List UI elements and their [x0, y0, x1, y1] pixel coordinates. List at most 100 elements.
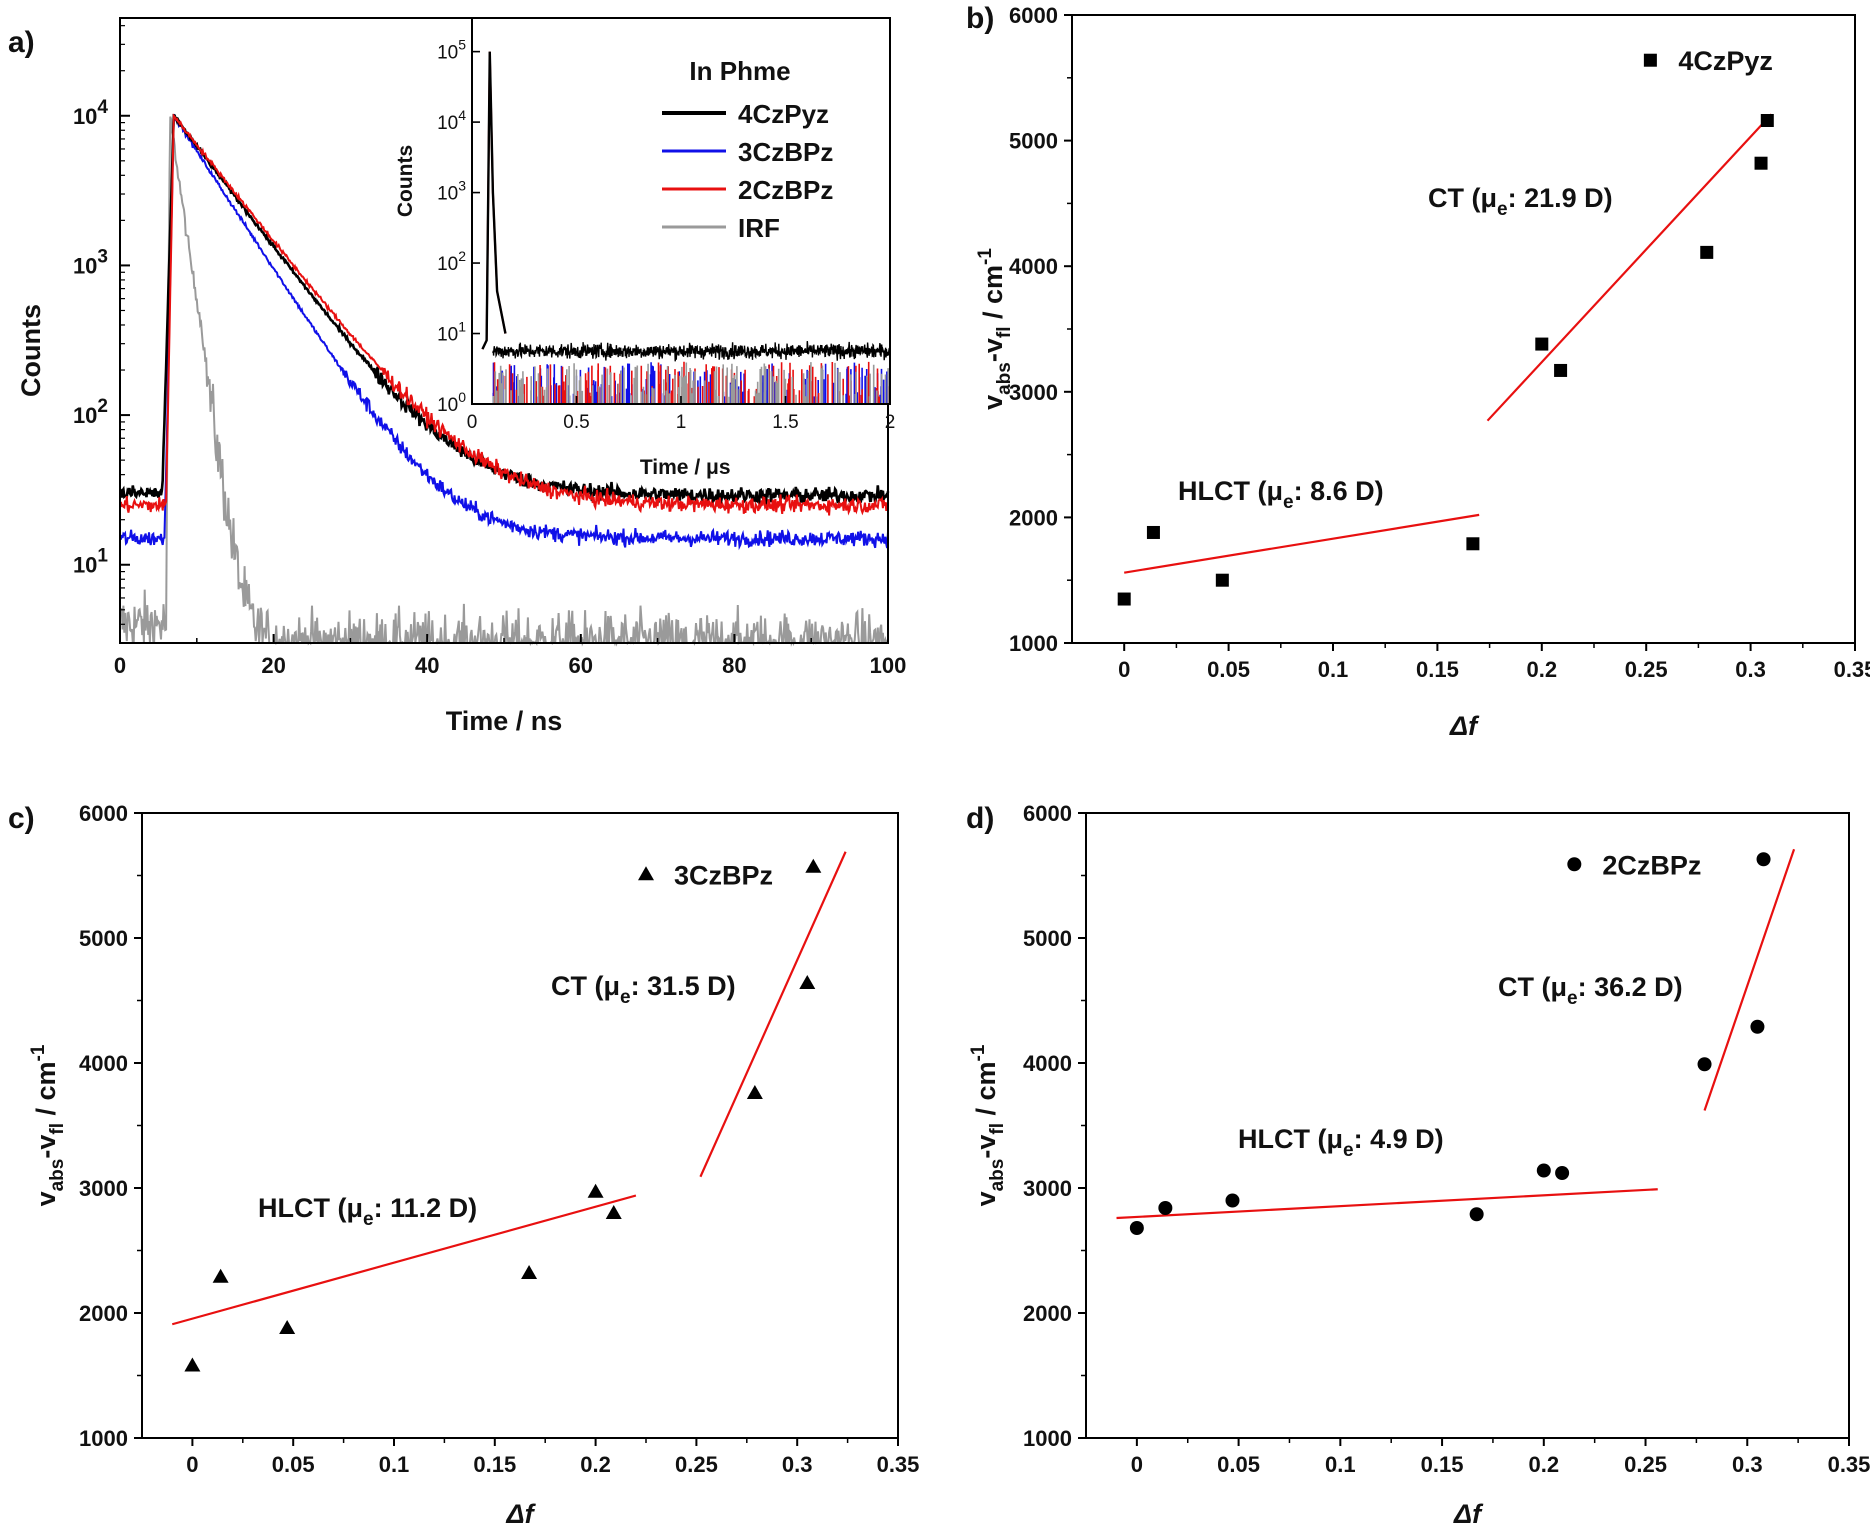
panel-label: d): [966, 802, 994, 835]
y-tick-label: 2000: [79, 1301, 128, 1326]
annotation-label: CT: [1428, 183, 1464, 213]
annotation-hlct: HLCT (μe: 11.2 D): [258, 1193, 477, 1230]
x-tick-label: 0.3: [782, 1452, 813, 1477]
plot-frame: [141, 812, 899, 1439]
annotation-value: 8.6 D: [1310, 476, 1375, 506]
annotation-mu-symbol: (μ: [1464, 183, 1497, 213]
annotation-value: 31.5 D: [647, 971, 727, 1001]
x-tick-label: 0.05: [1217, 1452, 1260, 1477]
y-label-sub-abs: abs: [47, 1159, 68, 1192]
inset-x-tick-label: 0: [467, 412, 478, 433]
y-label-sub-abs: abs: [994, 362, 1015, 395]
x-axis-label: Δf: [1453, 1499, 1484, 1529]
inset-y-tick-base: 10: [437, 184, 458, 205]
series-line-3CzBPz: [119, 113, 889, 551]
annotation-ct: CT (μe: 21.9 D): [1428, 183, 1613, 220]
annotation-value: 11.2 D: [390, 1193, 468, 1223]
annotation-value: 21.9 D: [1524, 183, 1604, 213]
data-point: [587, 1183, 604, 1198]
x-tick-label: 0.05: [272, 1452, 315, 1477]
y-label-mid: -v: [978, 338, 1008, 362]
x-tick-label: 100: [870, 653, 907, 678]
data-point: [1700, 245, 1714, 259]
y-tick-exp: 4: [97, 97, 108, 118]
inset-y-tick-label: 102: [437, 248, 466, 275]
y-tick-label: 3000: [1009, 380, 1058, 405]
plot-frame: [1085, 812, 1850, 1439]
inset-y-tick-base: 10: [437, 43, 458, 64]
series-line-2CzBPz: [119, 113, 889, 516]
x-tick-label: 80: [722, 653, 746, 678]
annotation-value: 36.2 D: [1594, 972, 1674, 1002]
y-label-mid: -v: [971, 1135, 1001, 1159]
y-label-unit: / cm: [31, 1061, 61, 1123]
x-axis-label: Δf: [1449, 711, 1480, 741]
inset-x-tick-label: 1: [676, 412, 687, 433]
data-point: [1754, 156, 1768, 170]
data-point: [1215, 573, 1229, 587]
inset-y-tick-exp: 0: [458, 389, 466, 405]
y-axis-label: vabs-vfl / cm-1: [975, 248, 1015, 410]
annotation-mu-sub: e: [620, 987, 631, 1008]
y-label-sub-fl: fl: [987, 1123, 1008, 1135]
inset-y-tick-base: 10: [437, 254, 458, 275]
inset-y-tick-exp: 4: [458, 107, 466, 123]
y-label-sub-fl: fl: [994, 327, 1015, 339]
legend-label-3CzBPz: 3CzBPz: [738, 137, 833, 167]
legend-marker: [1643, 53, 1657, 67]
legend-label: 2CzBPz: [1602, 850, 1701, 880]
y-label-sup: -1: [968, 1044, 989, 1061]
inset-series-4CzPyz: [492, 341, 891, 362]
annotation-mu-symbol: (μ: [330, 1193, 363, 1223]
panel-c: c) 0 0.05 0.1 0.15 0.2 0.25 0.3 0.35 1000 2000 3000…: [8, 801, 919, 1529]
annotation-mu-sub: e: [1283, 492, 1294, 513]
x-tick-label: 0.1: [1318, 657, 1349, 682]
panel-label: b): [966, 2, 994, 35]
legend-label: 3CzBPz: [674, 860, 773, 890]
data-point: [1117, 592, 1131, 606]
inset-y-tick-label: 105: [437, 37, 466, 64]
plot-frame: [1071, 14, 1856, 644]
annotation-close: ): [1604, 183, 1613, 213]
x-tick-label: 0: [1118, 657, 1130, 682]
x-tick-label: 20: [261, 653, 285, 678]
annotation-hlct: HLCT (μe: 8.6 D): [1178, 476, 1384, 513]
y-axis-label: Counts: [16, 304, 46, 397]
x-tick-label: 0.1: [1325, 1452, 1356, 1477]
annotation-mu-sub: e: [1567, 988, 1578, 1009]
inset-x-tick-label: 2: [885, 412, 896, 433]
y-tick-base: 10: [73, 553, 97, 578]
x-tick-label: 0.25: [1624, 1452, 1667, 1477]
data-point: [521, 1265, 538, 1279]
x-tick-label: 0: [114, 653, 126, 678]
legend-title: In Phme: [689, 56, 790, 86]
inset-y-tick-label: 104: [437, 107, 466, 134]
annotation-close: ): [1435, 1124, 1444, 1154]
data-point: [1466, 537, 1480, 551]
legend-label-2CzBPz: 2CzBPz: [738, 175, 833, 205]
y-label-v: v: [978, 395, 1008, 410]
y-tick-label: 6000: [1023, 801, 1072, 826]
data-point: [1469, 1207, 1484, 1222]
inset-peak-4CzPyz: [481, 51, 507, 350]
annotation-close: ): [468, 1193, 477, 1223]
y-label-mid: -v: [31, 1135, 61, 1159]
inset-background: [472, 18, 890, 404]
y-label-sup: -1: [975, 248, 996, 265]
data-point: [1697, 1057, 1712, 1072]
y-label-unit: / cm: [978, 265, 1008, 327]
annotation-colon: :: [631, 971, 648, 1001]
data-point: [1535, 337, 1549, 351]
y-tick-label: 6000: [79, 801, 128, 826]
data-point: [1158, 1201, 1173, 1215]
x-tick-label: 40: [415, 653, 439, 678]
y-tick-label: 4000: [1023, 1051, 1072, 1076]
data-point: [1756, 852, 1771, 867]
annotation-label: CT: [551, 971, 587, 1001]
inset-series-IRF: [492, 362, 889, 404]
x-tick-label: 0.35: [1828, 1452, 1870, 1477]
annotation-mu-symbol: (μ: [1250, 476, 1283, 506]
